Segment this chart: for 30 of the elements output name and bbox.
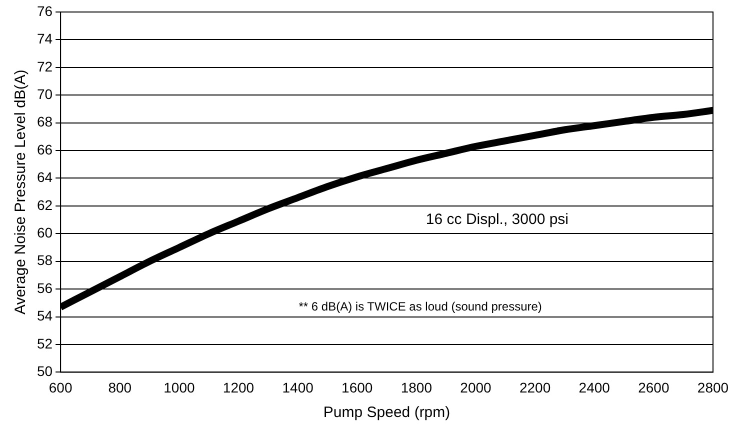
y-tick-label: 60 xyxy=(36,224,53,241)
y-tick-label: 50 xyxy=(36,363,53,380)
y-tick-label: 66 xyxy=(36,141,53,158)
x-tick-label: 1200 xyxy=(222,379,254,396)
y-tick-label: 68 xyxy=(36,114,53,130)
x-tick-label: 1400 xyxy=(282,379,314,396)
x-tick-label: 800 xyxy=(108,379,132,396)
y-tick-label: 52 xyxy=(36,335,53,352)
x-tick-label: 1000 xyxy=(164,379,195,396)
y-axis-title: Average Noise Pressure Level dB(A) xyxy=(12,70,30,315)
y-tick-label: 54 xyxy=(36,308,53,324)
annotation: ** 6 dB(A) is TWICE as loud (sound pressure) xyxy=(298,300,542,314)
y-tick-label: 76 xyxy=(36,2,53,19)
x-tick-label: 2600 xyxy=(638,379,670,396)
x-axis-title: Pump Speed (rpm) xyxy=(323,404,450,422)
x-tick-label: 2400 xyxy=(578,379,610,396)
y-tick-label: 62 xyxy=(36,196,53,213)
x-tick-label: 1800 xyxy=(400,379,432,396)
y-tick-label: 56 xyxy=(36,280,53,296)
y-tick-label: 74 xyxy=(36,30,53,47)
y-tick-label: 70 xyxy=(36,86,53,102)
annotation: 16 cc Displ., 3000 psi xyxy=(426,210,569,228)
y-tick-label: 72 xyxy=(36,58,53,74)
x-tick-label: 1600 xyxy=(342,379,373,396)
y-tick-label: 58 xyxy=(36,252,53,268)
x-tick-label: 2000 xyxy=(460,379,492,396)
x-tick-label: 600 xyxy=(48,379,72,396)
x-tick-label: 2800 xyxy=(697,379,729,396)
x-tick-label: 2200 xyxy=(519,379,551,396)
y-tick-label: 64 xyxy=(36,169,53,186)
